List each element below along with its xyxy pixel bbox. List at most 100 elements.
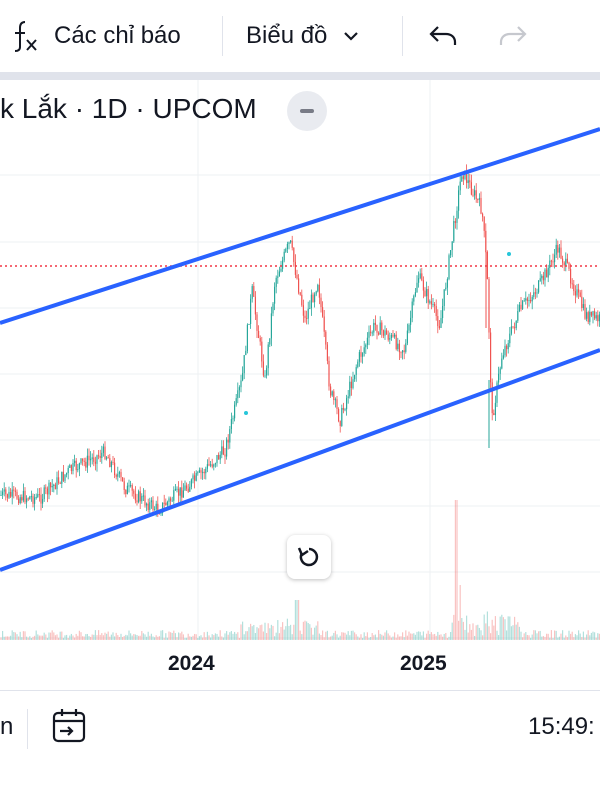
volume-bar: [230, 631, 232, 640]
candle-body: [144, 495, 146, 506]
volume-bar: [472, 623, 474, 640]
candle-body: [506, 345, 508, 350]
candle-body: [314, 294, 316, 303]
candle-body: [426, 288, 428, 297]
candle-body: [522, 301, 524, 310]
volume-bar: [59, 631, 61, 640]
candle-body: [61, 471, 63, 484]
candle-body: [242, 373, 244, 381]
volume-bar: [248, 627, 250, 640]
volume-bar: [597, 633, 599, 640]
volume-bar: [134, 634, 136, 640]
volume-bar: [326, 630, 328, 640]
volume-bar: [42, 635, 44, 640]
volume-bar: [442, 636, 444, 640]
volume-bar: [467, 632, 469, 640]
volume-bar: [520, 631, 522, 640]
volume-bar: [238, 637, 240, 640]
candle-body: [133, 490, 135, 494]
volume-bar: [590, 632, 592, 640]
volume-bar: [547, 633, 549, 640]
volume-bar: [499, 616, 501, 640]
undo-button[interactable]: [428, 0, 458, 72]
volume-bar: [488, 626, 490, 640]
volume-bar: [310, 627, 312, 640]
collapse-legend-button[interactable]: [287, 91, 327, 131]
chart-pane[interactable]: [0, 80, 600, 680]
volume-bar: [253, 624, 255, 640]
volume-bar: [544, 636, 546, 640]
volume-bar: [184, 637, 186, 640]
volume-bar: [587, 630, 589, 640]
candle-body: [549, 260, 551, 268]
candle-body: [136, 500, 138, 503]
candle-body: [246, 324, 248, 351]
volume-bar: [493, 625, 495, 640]
volume-bar: [234, 631, 236, 640]
candle-body: [243, 355, 245, 374]
candle-body: [486, 252, 488, 280]
candle-body: [371, 332, 373, 334]
candle-body: [32, 496, 34, 504]
volume-bar: [576, 635, 578, 640]
volume-bar: [179, 633, 181, 640]
reset-chart-button[interactable]: [287, 535, 331, 579]
candle-body: [368, 331, 370, 338]
candle-body: [421, 273, 423, 281]
candle-body: [498, 373, 500, 383]
volume-bar: [395, 637, 397, 640]
candle-body: [358, 352, 360, 362]
redo-button[interactable]: [498, 0, 528, 72]
candle-body: [101, 452, 103, 458]
volume-bar: [458, 620, 460, 640]
volume-bar: [309, 624, 311, 640]
candle-body: [184, 485, 186, 491]
channel-upper-line[interactable]: [0, 127, 600, 325]
volume-bar: [315, 625, 317, 640]
indicators-button[interactable]: Các chỉ báo: [10, 0, 181, 72]
calendar-goto-icon[interactable]: [50, 707, 88, 745]
volume-bar: [222, 637, 224, 640]
candle-body: [163, 502, 165, 504]
volume-bar: [504, 619, 506, 640]
candle-body: [474, 190, 476, 196]
price-chart[interactable]: [0, 80, 600, 680]
volume-bar: [208, 635, 210, 640]
candle-body: [379, 322, 381, 335]
candle-body: [262, 361, 264, 376]
candle-body: [128, 485, 130, 487]
candle-body: [413, 295, 415, 302]
candle-body: [435, 305, 437, 317]
candle-body: [93, 457, 95, 462]
date-range-label[interactable]: n: [0, 713, 14, 740]
volume-bar: [368, 637, 370, 640]
candle-body: [598, 314, 600, 322]
volume-bar: [542, 636, 544, 640]
collapse-icon: [300, 109, 314, 113]
top-toolbar: Các chỉ báo Biểu đồ: [0, 0, 600, 72]
volume-bar: [371, 633, 373, 640]
candle-body: [461, 176, 463, 182]
candle-body: [54, 484, 56, 490]
chart-type-button[interactable]: Biểu đồ: [246, 0, 361, 72]
candle-body: [11, 489, 13, 497]
candle-body: [195, 473, 197, 481]
time-axis[interactable]: 2024 2025: [0, 640, 600, 690]
volume-bar: [224, 633, 226, 640]
volume-bar: [549, 637, 551, 640]
volume-bar: [450, 632, 452, 640]
volume-bar: [40, 635, 42, 640]
candle-body: [240, 380, 242, 388]
clock-time[interactable]: 15:49:: [528, 713, 595, 740]
channel-lower-line[interactable]: [0, 348, 600, 572]
volume-bar: [53, 632, 55, 640]
volume-bar: [117, 635, 119, 640]
volume-bar: [98, 630, 100, 640]
candle-body: [355, 367, 357, 375]
candle-body: [544, 269, 546, 281]
volume-bar: [78, 630, 80, 640]
candle-body: [259, 338, 261, 342]
volume-bar: [312, 634, 314, 640]
volume-bar: [563, 637, 565, 640]
candle-body: [187, 488, 189, 492]
